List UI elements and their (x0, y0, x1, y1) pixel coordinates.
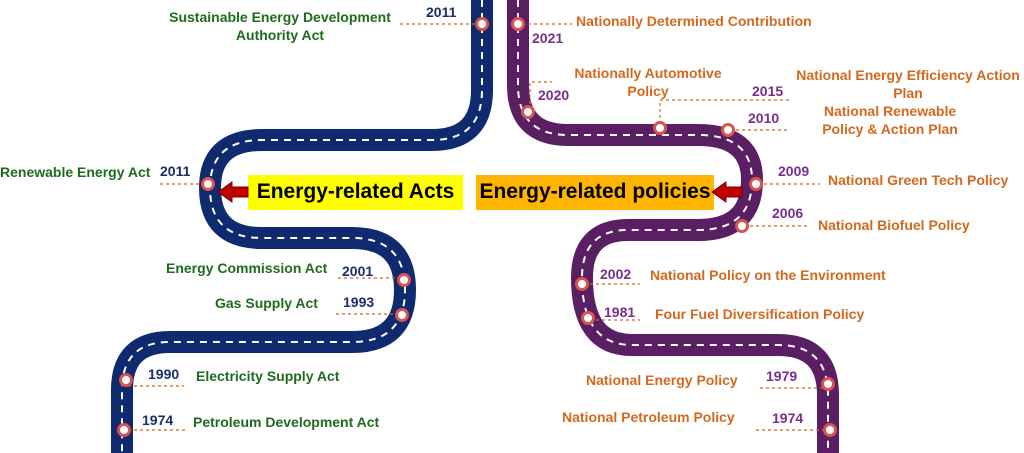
acts-arrow-icon (217, 181, 249, 203)
acts-leader-lines (128, 23, 478, 431)
acts-pins (117, 17, 489, 437)
pin-marker (581, 311, 595, 325)
pin-marker (395, 308, 409, 322)
pin-marker (735, 219, 749, 233)
policy-year: 2021 (532, 30, 564, 46)
pin-marker (821, 377, 835, 391)
act-label: Sustainable Energy Development Authority… (169, 9, 391, 43)
acts-box (248, 175, 463, 210)
policy-label: National Petroleum Policy (562, 409, 735, 425)
act-label: Electricity Supply Act (196, 368, 340, 384)
acts-box-label: Energy-related Acts (256, 180, 455, 203)
pin-marker (119, 373, 133, 387)
act-year: 1990 (148, 366, 180, 382)
policy-year: 1974 (772, 410, 804, 426)
act-year: 2001 (342, 263, 374, 279)
policies-leader-lines (522, 23, 824, 431)
pin-marker (823, 423, 837, 437)
act-year: 2011 (426, 4, 457, 20)
pin-marker (475, 17, 489, 31)
policy-label: National Energy Efficiency Action Plan (796, 67, 1020, 101)
policy-year: 1981 (604, 304, 636, 320)
policy-year: 2010 (748, 110, 780, 126)
policy-label: National Renewable Policy & Action Plan (822, 103, 958, 137)
act-label: Petroleum Development Act (193, 414, 380, 430)
policy-label: National Green Tech Policy (828, 172, 1009, 188)
policies-pins (511, 17, 837, 437)
policy-year: 2009 (778, 163, 810, 179)
policy-year: 2002 (600, 266, 632, 282)
act-label: Renewable Energy Act (0, 164, 151, 180)
pin-marker (521, 105, 535, 119)
pin-marker (201, 177, 215, 191)
act-year: 1974 (142, 412, 174, 428)
policies-road (507, 0, 839, 453)
act-year: 1993 (343, 294, 375, 310)
policy-year: 2006 (772, 205, 804, 221)
pin-marker (511, 17, 525, 31)
policies-arrow-icon (711, 181, 743, 203)
pin-marker (721, 123, 735, 137)
pin-marker (653, 121, 667, 135)
act-label: Energy Commission Act (166, 260, 328, 276)
policy-year: 1979 (766, 368, 798, 384)
pin-marker (117, 423, 131, 437)
policy-label: Four Fuel Diversification Policy (655, 306, 865, 322)
pin-marker (397, 273, 411, 287)
pin-marker (749, 177, 763, 191)
pin-marker (575, 277, 589, 291)
policies-box-label: Energy-related policies (479, 180, 711, 203)
policy-label: Nationally Determined Contribution (576, 13, 812, 29)
acts-road (111, 0, 493, 453)
policy-label: National Biofuel Policy (818, 217, 970, 233)
policy-label: Nationally Automotive Policy (574, 65, 722, 99)
act-year: 2011 (160, 163, 191, 179)
policy-year: 2020 (538, 87, 570, 103)
policy-label: National Energy Policy (586, 372, 738, 388)
policy-label: National Policy on the Environment (650, 267, 886, 283)
policies-box (476, 175, 714, 210)
policy-year: 2015 (752, 83, 784, 99)
act-label: Gas Supply Act (215, 295, 318, 311)
